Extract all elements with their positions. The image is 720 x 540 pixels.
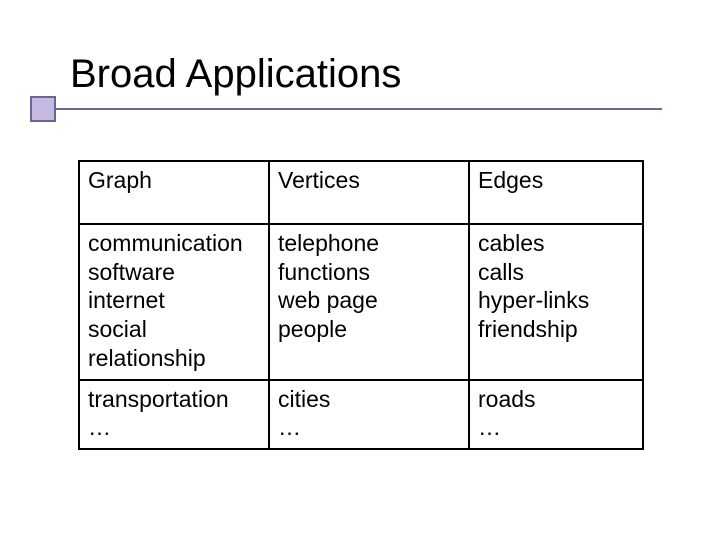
title-underline xyxy=(42,108,662,110)
cell-line: functions xyxy=(278,258,460,287)
table-row: transportation … cities … roads … xyxy=(79,380,643,450)
cell-vertices-1: cities … xyxy=(269,380,469,450)
col-header-vertices: Vertices xyxy=(269,161,469,224)
cell-graph-1: transportation … xyxy=(79,380,269,450)
cell-line: cities xyxy=(278,385,460,414)
cell-edges-1: roads … xyxy=(469,380,643,450)
cell-line: web page xyxy=(278,286,460,315)
cell-line: roads xyxy=(478,385,634,414)
cell-line: software xyxy=(88,258,260,287)
title-bullet-icon xyxy=(30,96,56,122)
cell-graph-0: communication software internet social r… xyxy=(79,224,269,380)
applications-table: Graph Vertices Edges communication softw… xyxy=(78,160,642,450)
cell-line: social relationship xyxy=(88,315,260,373)
cell-line: cables xyxy=(478,229,634,258)
col-header-edges: Edges xyxy=(469,161,643,224)
cell-line: … xyxy=(88,413,260,442)
table-row: communication software internet social r… xyxy=(79,224,643,380)
cell-line: … xyxy=(478,413,634,442)
cell-line: … xyxy=(278,413,460,442)
col-header-graph: Graph xyxy=(79,161,269,224)
cell-line: hyper-links xyxy=(478,286,634,315)
cell-line: internet xyxy=(88,286,260,315)
slide-title: Broad Applications xyxy=(70,52,401,97)
cell-edges-0: cables calls hyper-links friendship xyxy=(469,224,643,380)
slide: Broad Applications Graph Vertices Edges … xyxy=(0,0,720,540)
cell-line: communication xyxy=(88,229,260,258)
cell-line: friendship xyxy=(478,315,634,344)
table: Graph Vertices Edges communication softw… xyxy=(78,160,644,450)
table-header-row: Graph Vertices Edges xyxy=(79,161,643,224)
cell-line: people xyxy=(278,315,460,344)
cell-vertices-0: telephone functions web page people xyxy=(269,224,469,380)
cell-line: transportation xyxy=(88,385,260,414)
cell-line: telephone xyxy=(278,229,460,258)
cell-line: calls xyxy=(478,258,634,287)
